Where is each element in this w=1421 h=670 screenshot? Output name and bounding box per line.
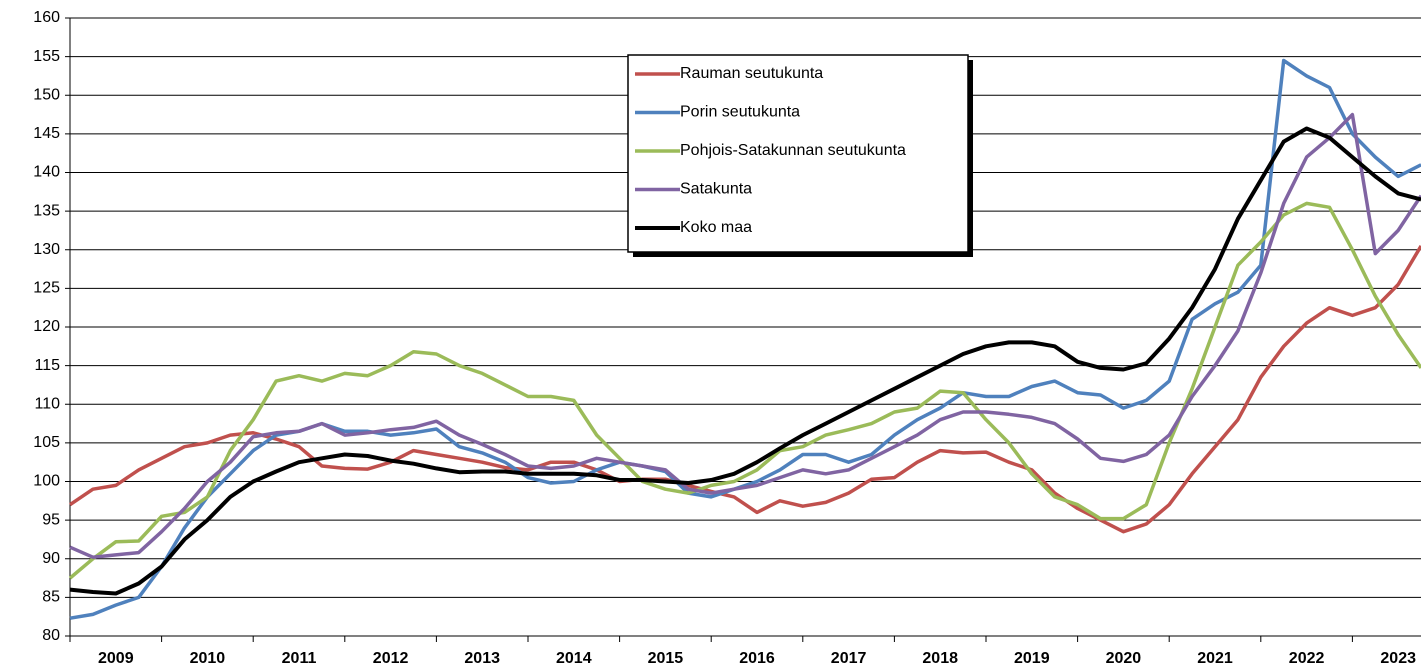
x-tick-label: 2019 — [1014, 650, 1050, 667]
x-tick-label: 2010 — [190, 650, 226, 667]
y-tick-label: 80 — [42, 627, 60, 644]
x-tick-label: 2013 — [464, 650, 500, 667]
y-tick-label: 160 — [33, 9, 60, 26]
legend-label: Koko maa — [680, 219, 752, 236]
y-tick-label: 145 — [33, 125, 60, 142]
x-tick-label: 2011 — [282, 650, 317, 667]
y-tick-label: 85 — [42, 589, 60, 606]
y-tick-label: 125 — [33, 280, 60, 297]
x-tick-label: 2020 — [1106, 650, 1142, 667]
y-tick-label: 155 — [33, 48, 60, 65]
y-tick-label: 140 — [33, 164, 60, 181]
x-tick-label: 2014 — [556, 650, 592, 667]
legend-label: Pohjois-Satakunnan seutukunta — [680, 142, 906, 159]
x-tick-label: 2015 — [648, 650, 684, 667]
y-tick-label: 105 — [33, 434, 60, 451]
y-tick-label: 110 — [34, 395, 60, 412]
series-line — [69, 112, 1421, 559]
y-tick-label: 135 — [33, 202, 60, 219]
y-tick-label: 95 — [42, 511, 60, 528]
legend — [627, 54, 969, 253]
x-tick-label: 2017 — [831, 650, 867, 667]
x-tick-label: 2018 — [922, 650, 958, 667]
legend-label: Porin seutukunta — [680, 104, 800, 121]
x-tick-label: 2009 — [98, 650, 134, 667]
series-line — [68, 201, 1421, 580]
y-tick-label: 90 — [42, 550, 60, 567]
legend-label: Satakunta — [680, 181, 752, 198]
y-tick-label: 150 — [33, 86, 60, 103]
y-tick-label: 100 — [33, 473, 60, 490]
series-line — [69, 245, 1421, 534]
y-tick-label: 130 — [33, 241, 60, 258]
y-tick-label: 115 — [34, 357, 60, 374]
x-tick-label: 2012 — [373, 650, 409, 667]
x-tick-label: 2022 — [1289, 650, 1325, 667]
x-tick-label: 2016 — [739, 650, 775, 667]
x-tick-label: 2021 — [1197, 650, 1233, 667]
legend-label: Rauman seutukunta — [680, 65, 823, 82]
x-tick-label: 2023 — [1380, 650, 1416, 667]
y-tick-label: 120 — [33, 318, 60, 335]
series-line — [69, 126, 1421, 596]
